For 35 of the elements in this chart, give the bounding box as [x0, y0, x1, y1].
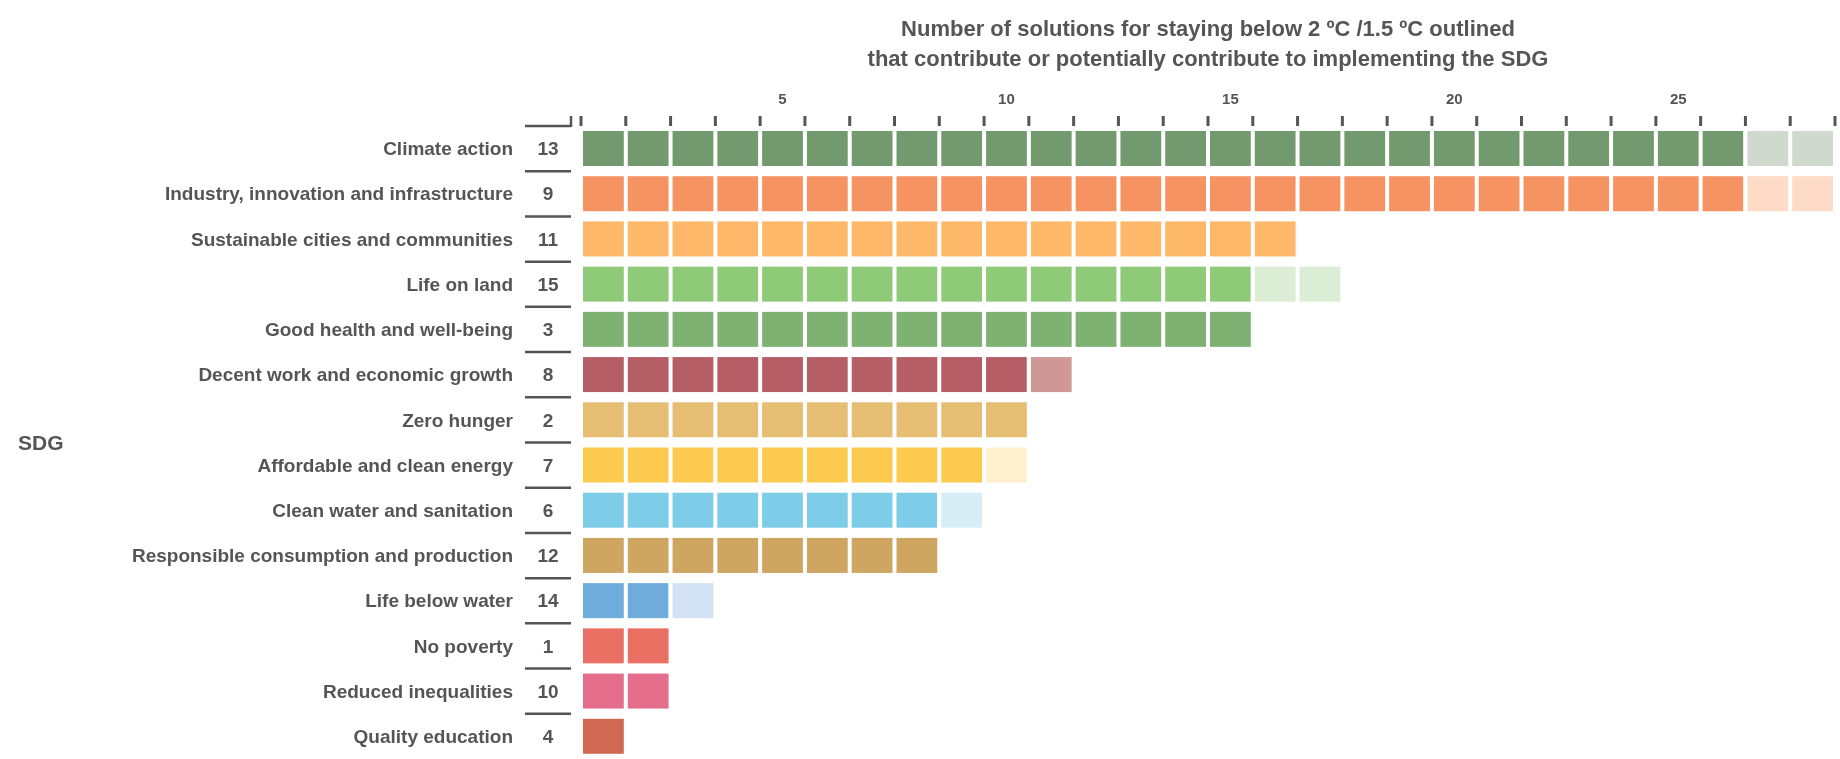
y2-tick-label: 1: [542, 635, 554, 657]
y-tick-label: Sustainable cities and communities: [190, 228, 513, 250]
y2-tick-label: 14: [537, 590, 559, 612]
y-tick-label: Clean water and sanitation: [272, 499, 513, 521]
x-tick-label: 10: [998, 90, 1015, 107]
x-tick-label: 20: [1445, 90, 1463, 107]
y2-tick-label: 6: [542, 499, 554, 521]
y-tick-label: Good health and well-being: [264, 319, 513, 341]
x-tick-label: 25: [1669, 90, 1687, 107]
y-tick-label: No poverty: [413, 635, 514, 657]
x-tick-label: 15: [1222, 90, 1239, 107]
y2-tick-label: 13: [537, 138, 559, 160]
y-tick-label: Quality education: [353, 726, 513, 748]
y2-tick-label: 11: [537, 228, 559, 250]
y2-tick-label: 3: [542, 319, 554, 341]
y-tick-label: Life on land: [406, 273, 513, 295]
y2-tick-label: 10: [537, 680, 559, 702]
y-tick-label: Climate action: [383, 138, 513, 160]
y2-tick-label: 4: [542, 726, 554, 748]
y-tick-label: Life below water: [365, 590, 514, 612]
y2-tick-label: 15: [537, 273, 559, 295]
y-tick-label: Industry, innovation and infrastructure: [164, 183, 513, 205]
y-tick-label: Reduced inequalities: [322, 680, 513, 702]
x-tick-label: 5: [778, 90, 787, 107]
y2-tick-label: 2: [542, 409, 554, 431]
y-tick-label: Decent work and economic growth: [198, 364, 513, 386]
y-tick-label: Affordable and clean energy: [257, 454, 514, 476]
y-tick-label: Zero hunger: [402, 409, 514, 431]
y-axis-title: SDG: [18, 430, 64, 454]
y2-tick-label: 7: [542, 454, 554, 476]
chart-title: Number of solutions for staying below 2 ºC /1.5 ºC outlined that contribute or potentially contribute to implementing the SDG: [866, 15, 1550, 73]
y2-tick-label: 12: [537, 545, 559, 567]
y2-tick-label: 9: [542, 183, 554, 205]
y2-tick-label: 8: [542, 364, 554, 386]
y-tick-label: Responsible consumption and production: [131, 545, 513, 567]
